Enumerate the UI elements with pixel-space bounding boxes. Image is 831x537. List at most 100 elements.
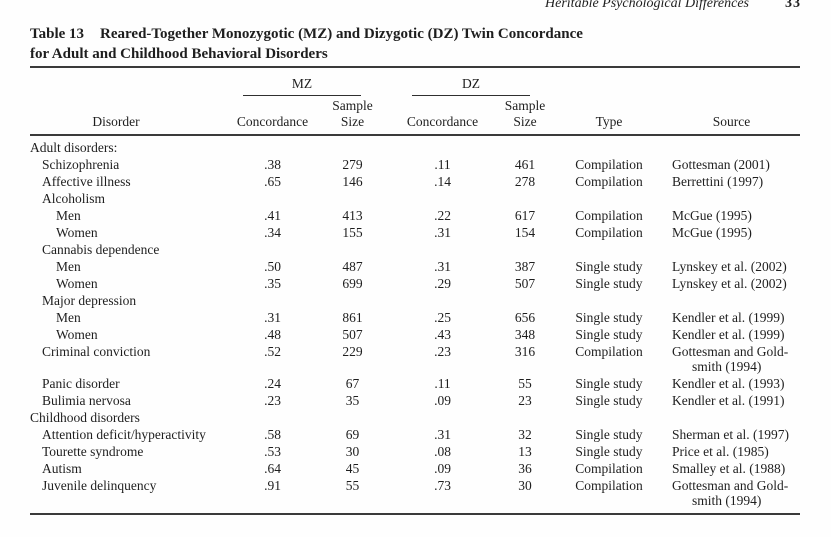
type-cell: Single study	[575, 376, 643, 391]
table-body: Adult disorders: Schizophrenia .38 279 .11 46…	[30, 135, 800, 514]
mz-sample-size-cell: 699	[342, 276, 363, 291]
running-head: Heritable Psychological Differences 33	[0, 0, 801, 12]
type-cell: Compilation	[575, 478, 643, 493]
table-row: Attention deficit/hyperactivity .58 69 .31 3…	[30, 426, 800, 443]
type-cell	[555, 292, 663, 309]
running-head-title: Heritable Psychological Differences	[545, 0, 749, 11]
column-header-row: Disorder Concordance Sample Size Concorda…	[30, 96, 800, 136]
source-text: McGue (1995)	[672, 208, 752, 223]
source-cell: Kendler et al. (1993)	[663, 375, 800, 392]
type-cell: Compilation	[575, 157, 643, 172]
table-row: Women .35 699 .29 507 Single study Lynskey et …	[30, 275, 800, 292]
dz-concordance-cell: .22	[434, 208, 451, 223]
mz-concordance-cell: .34	[264, 225, 281, 240]
mz-concordance-cell	[230, 292, 315, 309]
mz-sample-size-cell: 413	[342, 208, 363, 223]
dz-sample-size-cell: 507	[514, 276, 536, 291]
dz-concordance-cell: .09	[434, 461, 451, 476]
mz-concordance-cell: .65	[264, 174, 281, 189]
table-row: Men .31 861 .25 656 Single study Kendler et al…	[30, 309, 800, 326]
table-row: Panic disorder .24 67 .11 55 Single study Kend…	[30, 375, 800, 392]
dz-concordance-cell	[390, 190, 495, 207]
disorder-cell: Women	[56, 276, 98, 291]
dz-group-label: DZ	[462, 76, 480, 91]
mz-group-label: MZ	[291, 76, 313, 91]
mz-concordance-cell	[230, 135, 315, 156]
dz-concordance-cell: .43	[434, 327, 451, 342]
disorder-cell: Schizophrenia	[42, 157, 120, 172]
dz-sample-size-cell	[495, 409, 555, 426]
mz-concordance-cell: .64	[264, 461, 281, 476]
group-header-row: MZ DZ	[30, 67, 800, 96]
dz-sample-size-cell: 55	[518, 376, 532, 391]
source-cell	[663, 135, 800, 156]
dz-sample-size-cell	[495, 292, 555, 309]
mz-concordance-cell	[230, 190, 315, 207]
disorder-cell: Women	[56, 327, 98, 342]
mz-concordance-cell: .48	[264, 327, 281, 342]
dz-concordance-cell: .73	[434, 478, 451, 493]
source-cell: Kendler et al. (1991)	[663, 392, 800, 409]
dz-concordance-cell: .11	[434, 157, 451, 172]
mz-sample-size-cell: 487	[342, 259, 363, 274]
source-text: smith (1994)	[692, 359, 762, 374]
dz-sample-size-cell: 278	[514, 174, 536, 189]
table-title-line1: Reared-Together Monozygotic (MZ) and Diz…	[100, 26, 583, 42]
page-number: 33	[785, 0, 801, 11]
dz-concordance-cell: .25	[434, 310, 451, 325]
table-row: Affective illness .65 146 .14 278 Compilation…	[30, 173, 800, 190]
source-text: Gottesman and Gold-	[672, 478, 789, 493]
disorder-cell: Men	[56, 310, 81, 325]
mz-concordance-cell: .53	[264, 444, 281, 459]
source-cell	[663, 241, 800, 258]
source-cell: Gottesman and Gold-smith (1994)	[663, 477, 800, 514]
type-column-header: Type	[555, 96, 663, 136]
dz-sample-size-cell: 387	[514, 259, 536, 274]
empty-header-cell	[555, 67, 663, 96]
type-cell	[555, 135, 663, 156]
dz-sample-size-cell	[495, 241, 555, 258]
source-text: Price et al. (1985)	[672, 444, 769, 459]
disorder-cell: Bulimia nervosa	[42, 393, 131, 408]
mz-concordance-cell: .52	[264, 344, 281, 359]
mz-sample-size-cell: 45	[345, 461, 360, 476]
type-cell: Single study	[575, 427, 643, 442]
type-cell	[555, 190, 663, 207]
type-cell: Single study	[575, 276, 643, 291]
source-text: Gottesman and Gold-	[672, 344, 789, 359]
dz-concordance-cell: .11	[434, 376, 451, 391]
source-column-header: Source	[663, 96, 800, 136]
source-text: Kendler et al. (1999)	[672, 327, 785, 342]
disorder-cell: Childhood disorders	[30, 410, 140, 425]
mz-concordance-cell: .58	[264, 427, 281, 442]
mz-sample-size-cell	[315, 292, 390, 309]
source-text: Lynskey et al. (2002)	[672, 276, 787, 291]
mz-sample-size-cell: 69	[345, 427, 360, 442]
concordance-table: MZ DZ Disorder Concordance Sample Size Co…	[30, 66, 800, 515]
disorder-cell: Men	[56, 208, 81, 223]
dz-concordance-cell: .09	[434, 393, 451, 408]
table-label: Table 13	[30, 26, 85, 42]
source-cell: Smalley et al. (1988)	[663, 460, 800, 477]
table-row: Autism .64 45 .09 36 Compilation Smalley et al…	[30, 460, 800, 477]
mz-concordance-cell: .35	[264, 276, 281, 291]
dz-sample-size-cell	[495, 135, 555, 156]
disorder-cell: Attention deficit/hyperactivity	[42, 427, 206, 442]
dz-concordance-cell: .31	[434, 427, 451, 442]
source-text: Kendler et al. (1991)	[672, 393, 785, 408]
disorder-cell: Women	[56, 225, 98, 240]
mz-sample-size-cell	[315, 241, 390, 258]
type-cell: Compilation	[575, 225, 643, 240]
dz-concordance-cell: .23	[434, 344, 451, 359]
dz-concordance-cell: .31	[434, 259, 451, 274]
source-text: Smalley et al. (1988)	[672, 461, 786, 476]
dz-concordance-cell: .29	[434, 276, 451, 291]
disorder-cell: Tourette syndrome	[42, 444, 144, 459]
empty-header-cell	[30, 67, 230, 96]
mz-sample-size-cell	[315, 135, 390, 156]
dz-concordance-cell: .14	[434, 174, 451, 189]
disorder-cell: Men	[56, 259, 81, 274]
mz-concordance-cell: .41	[264, 208, 281, 223]
source-text: Kendler et al. (1993)	[672, 376, 785, 391]
